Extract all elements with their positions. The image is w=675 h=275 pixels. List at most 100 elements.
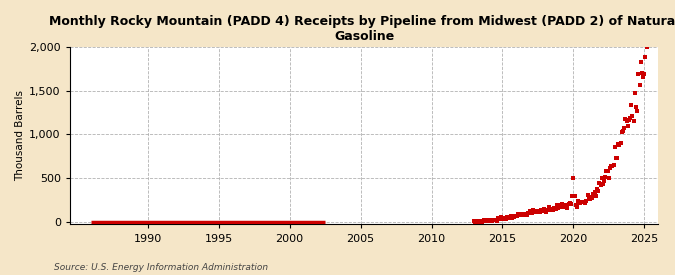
Point	[489, 218, 500, 222]
Point	[508, 214, 518, 218]
Point	[510, 214, 521, 218]
Point	[628, 119, 639, 123]
Point	[632, 109, 643, 114]
Point	[475, 219, 485, 224]
Point	[561, 204, 572, 208]
Point	[627, 114, 638, 118]
Point	[495, 217, 506, 221]
Point	[610, 145, 620, 149]
Point	[556, 202, 567, 207]
Point	[563, 202, 574, 206]
Point	[610, 156, 621, 160]
Point	[614, 142, 625, 147]
Point	[613, 142, 624, 147]
Point	[502, 214, 512, 219]
Point	[605, 166, 616, 170]
Point	[639, 72, 650, 76]
Point	[496, 215, 507, 219]
Point	[595, 183, 606, 188]
Point	[473, 220, 484, 224]
Point	[534, 209, 545, 214]
Point	[544, 207, 555, 212]
Point	[509, 215, 520, 220]
Point	[504, 215, 515, 220]
Point	[633, 72, 644, 76]
Point	[608, 163, 619, 167]
Point	[471, 219, 482, 224]
Point	[516, 212, 526, 216]
Point	[553, 205, 564, 210]
Point	[549, 206, 560, 211]
Point	[603, 175, 614, 180]
Point	[577, 200, 588, 205]
Point	[539, 208, 550, 213]
Point	[630, 105, 641, 109]
Point	[637, 70, 647, 75]
Point	[601, 169, 612, 173]
Point	[470, 220, 481, 224]
Point	[530, 210, 541, 214]
Point	[485, 218, 496, 223]
Point	[618, 129, 628, 133]
Point	[526, 211, 537, 215]
Point	[620, 117, 630, 121]
Point	[547, 208, 558, 212]
Point	[537, 208, 548, 213]
Title: Monthly Rocky Mountain (PADD 4) Receipts by Pipeline from Midwest (PADD 2) of Na: Monthly Rocky Mountain (PADD 4) Receipts…	[49, 15, 675, 43]
Point	[615, 141, 626, 145]
Point	[635, 60, 646, 64]
Point	[597, 182, 608, 186]
Point	[524, 209, 535, 213]
Point	[599, 179, 610, 184]
Point	[594, 181, 605, 185]
Y-axis label: Thousand Barrels: Thousand Barrels	[15, 90, 25, 181]
Point	[568, 176, 578, 180]
Point	[582, 193, 593, 197]
Point	[634, 83, 645, 87]
Point	[500, 216, 510, 221]
Point	[487, 219, 497, 223]
Point	[587, 196, 597, 200]
Point	[616, 130, 627, 135]
Point	[576, 199, 587, 204]
Point	[558, 205, 568, 209]
Point	[588, 192, 599, 196]
Point	[543, 205, 554, 209]
Text: Source: U.S. Energy Information Administration: Source: U.S. Energy Information Administ…	[54, 263, 268, 272]
Point	[492, 216, 503, 221]
Point	[562, 206, 573, 211]
Point	[602, 169, 613, 173]
Point	[567, 194, 578, 199]
Point	[591, 194, 601, 199]
Point	[520, 213, 531, 217]
Point	[583, 195, 594, 199]
Point	[589, 190, 600, 195]
Point	[512, 212, 523, 217]
Point	[533, 209, 543, 214]
Point	[481, 219, 491, 223]
Point	[536, 208, 547, 212]
Point	[591, 187, 602, 191]
Point	[482, 219, 493, 223]
Point	[578, 200, 589, 204]
Point	[555, 202, 566, 207]
Point	[479, 218, 490, 223]
Point	[506, 214, 516, 218]
Point	[515, 213, 526, 217]
Point	[564, 201, 575, 206]
Point	[624, 118, 634, 122]
Point	[511, 214, 522, 219]
Point	[517, 212, 528, 217]
Point	[476, 219, 487, 223]
Point	[600, 175, 611, 179]
Point	[497, 216, 508, 221]
Point	[541, 210, 551, 214]
Point	[575, 201, 586, 205]
Point	[621, 119, 632, 123]
Point	[491, 218, 502, 223]
Point	[551, 203, 562, 208]
Point	[518, 211, 529, 216]
Point	[535, 210, 545, 215]
Point	[490, 218, 501, 222]
Point	[472, 219, 483, 224]
